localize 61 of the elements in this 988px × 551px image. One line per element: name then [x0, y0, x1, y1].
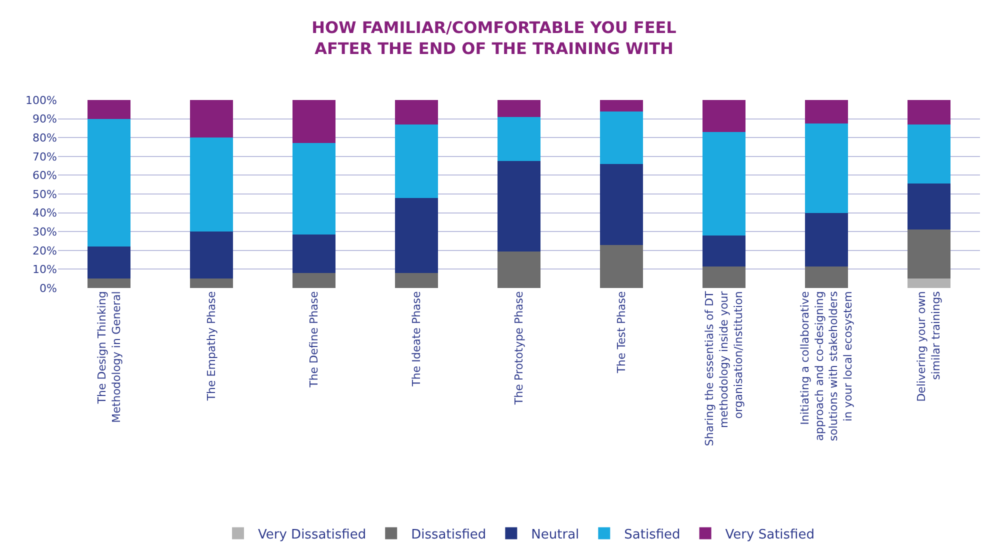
- bar: [804, 124, 848, 213]
- bar: [907, 100, 950, 124]
- bar: [395, 124, 438, 198]
- y-tick-label: 0%: [40, 282, 57, 295]
- x-tick-label: The Define Phase: [308, 290, 321, 388]
- y-tick-label: 20%: [32, 244, 57, 258]
- x-tick-label: The Design Thinking Methodology in General: [96, 291, 123, 423]
- bar: [190, 232, 234, 279]
- y-tick-label: 90%: [32, 112, 57, 126]
- legend-label: Very Satisfied: [725, 527, 814, 542]
- x-tick-label: The Ideate Phase: [410, 290, 424, 388]
- bar: [702, 266, 746, 288]
- y-tick-label: 70%: [32, 150, 57, 164]
- chart-title: HOW FAMILIAR/COMFORTABLE YOU FEEL AFTER THE END OF THE TRAINING WITH: [312, 18, 676, 58]
- bar: [907, 184, 950, 230]
- bar: [292, 234, 336, 273]
- bar: [190, 138, 234, 232]
- y-tick-label: 60%: [32, 169, 57, 182]
- bar: [292, 143, 336, 234]
- y-tick-label: 30%: [32, 225, 57, 238]
- bar: [88, 246, 131, 279]
- bar: [600, 100, 643, 112]
- bar: [702, 235, 746, 266]
- bar: [497, 161, 541, 252]
- bar: [395, 198, 438, 273]
- bar: [702, 132, 746, 236]
- y-tick-label: 40%: [32, 206, 57, 220]
- bar: [190, 100, 234, 138]
- legend-label: Very Dissatisfied: [258, 527, 366, 542]
- bar: [292, 272, 336, 288]
- legend-label: Dissatisfied: [411, 527, 486, 542]
- bar: [600, 164, 643, 245]
- bar: [88, 278, 131, 288]
- bar: [804, 100, 848, 124]
- bar: [395, 100, 438, 124]
- y-tick-label: 80%: [32, 131, 57, 144]
- x-tick-label: The Prototype Phase: [512, 290, 526, 406]
- bar: [497, 100, 541, 117]
- legend-label: Satisfied: [624, 527, 680, 542]
- bar: [600, 111, 643, 164]
- bar: [395, 272, 438, 288]
- bar: [804, 212, 848, 266]
- bar: [702, 100, 746, 132]
- bar: [600, 244, 643, 288]
- y-tick-label: 10%: [32, 263, 57, 276]
- bar: [907, 278, 950, 288]
- bar: [497, 251, 541, 288]
- x-tick-label: The Test Phase: [615, 290, 628, 374]
- bar: [804, 266, 848, 288]
- bar: [190, 278, 234, 288]
- bar: [292, 100, 336, 144]
- bar: [88, 100, 131, 119]
- bar: [907, 230, 950, 279]
- x-tick-label: The Empathy Phase: [205, 290, 218, 402]
- bar: [497, 116, 541, 162]
- legend-label: Neutral: [531, 527, 580, 542]
- x-tick-label: Sharing the essentials of DT methodology inside your organisation/institution: [703, 290, 745, 446]
- y-tick-label: 100%: [26, 94, 57, 107]
- y-tick-label: 50%: [32, 188, 57, 201]
- bar: [907, 124, 950, 184]
- bar: [88, 118, 131, 247]
